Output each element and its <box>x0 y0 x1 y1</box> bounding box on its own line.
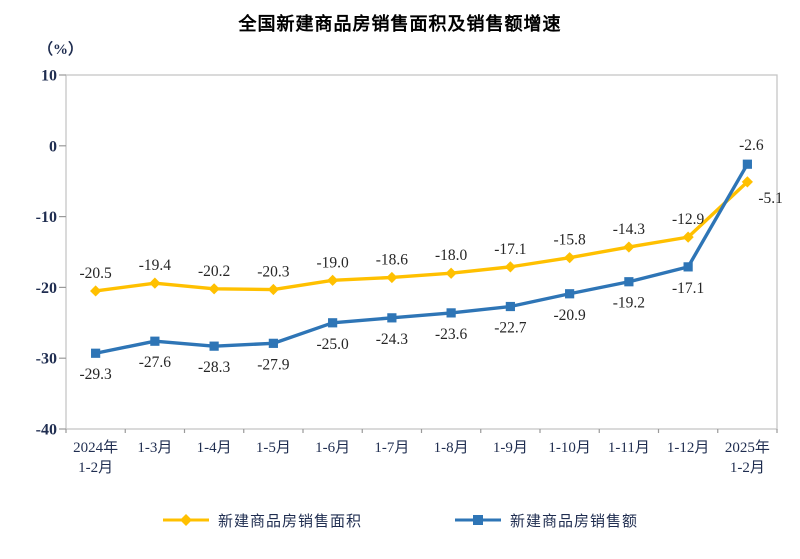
square-marker-icon <box>91 348 101 358</box>
data-point-label: -17.1 <box>672 280 704 297</box>
x-axis-category-label: 2025年 <box>725 439 770 456</box>
data-point-label: -12.9 <box>672 211 705 228</box>
square-marker-icon <box>209 341 219 351</box>
legend-label-sales-area: 新建商品房销售面积 <box>217 513 362 530</box>
diamond-marker-icon <box>90 285 102 297</box>
diamond-marker-icon <box>162 514 209 526</box>
square-marker-icon <box>505 301 515 312</box>
y-axis-tick-label: -40 <box>36 422 57 439</box>
data-point-label: -18.6 <box>376 251 409 268</box>
diamond-marker-icon <box>741 176 753 188</box>
data-point-label: -24.3 <box>376 331 409 348</box>
chart-title: 全国新建商品房销售面积及销售额增速 <box>238 14 562 35</box>
diamond-marker-icon <box>327 274 339 286</box>
y-axis-tick-label: -20 <box>36 280 57 297</box>
diamond-marker-icon <box>267 283 279 296</box>
data-point-label: -2.6 <box>739 137 764 154</box>
series-line-sales-amount <box>93 162 750 355</box>
data-point-label: -18.0 <box>435 247 468 264</box>
legend-label-sales-amount: 新建商品房销售额 <box>510 513 639 530</box>
data-point-label: -25.0 <box>316 336 349 353</box>
square-marker-icon <box>565 289 575 299</box>
diamond-marker-icon <box>386 271 398 284</box>
data-point-label: -27.9 <box>257 356 290 373</box>
diamond-marker-icon <box>564 252 576 264</box>
x-axis-category-label: 1-4月 <box>197 440 232 456</box>
data-point-label: -22.7 <box>494 320 527 337</box>
x-axis-category-label: 1-2月 <box>730 460 765 476</box>
x-axis-category-label: 1-6月 <box>315 440 350 456</box>
x-axis-category-label: 1-10月 <box>548 440 591 456</box>
square-marker-icon <box>268 338 278 348</box>
data-point-label: -20.9 <box>553 307 586 324</box>
square-marker-icon <box>150 336 160 346</box>
diamond-marker-icon <box>504 261 516 273</box>
square-marker-icon <box>387 313 397 323</box>
y-axis-tick-label: -10 <box>36 209 57 226</box>
diamond-marker-icon <box>623 241 635 253</box>
series-line-sales-area <box>93 180 750 293</box>
data-point-label: -17.1 <box>494 241 526 258</box>
data-point-label: -28.3 <box>198 359 231 376</box>
square-marker-icon <box>742 159 752 169</box>
data-point-label: -23.6 <box>435 326 468 343</box>
chart-legend: 新建商品房销售面积 新建商品房销售额 <box>0 505 800 535</box>
data-point-label: -15.8 <box>553 232 586 249</box>
legend-item-sales-area: 新建商品房销售面积 <box>162 510 362 531</box>
square-marker-icon <box>328 318 338 328</box>
x-axis-category-label: 1-5月 <box>256 440 291 456</box>
diamond-marker-icon <box>208 283 220 295</box>
data-point-label: -19.0 <box>316 254 349 271</box>
x-axis-category-label: 1-8月 <box>434 440 469 456</box>
diamond-marker-icon <box>149 277 161 289</box>
y-axis-tick-label: 10 <box>41 68 57 85</box>
square-marker-icon <box>624 277 634 287</box>
y-axis-tick-label: -30 <box>36 351 57 368</box>
data-point-label: -5.1 <box>758 190 783 207</box>
x-axis-category-label: 1-2月 <box>78 460 113 476</box>
legend-item-sales-amount: 新建商品房销售额 <box>454 510 638 531</box>
data-point-label: -19.2 <box>613 295 645 312</box>
diamond-marker-icon <box>445 267 457 279</box>
x-axis-category-label: 1-9月 <box>493 440 528 456</box>
data-point-label: -20.3 <box>257 264 290 281</box>
x-axis-category-label: 2024年 <box>73 439 118 456</box>
data-point-label: -29.3 <box>79 366 112 383</box>
x-axis-category-label: 1-12月 <box>667 440 710 456</box>
data-point-label: -20.5 <box>79 265 112 282</box>
data-point-label: -19.4 <box>139 257 172 274</box>
x-axis-category-label: 1-7月 <box>374 440 409 456</box>
square-marker-icon <box>683 262 693 272</box>
data-point-label: -20.2 <box>198 263 230 280</box>
x-axis-category-label: 1-3月 <box>137 440 172 456</box>
y-axis-unit-label: （%） <box>38 40 83 58</box>
data-point-label: -27.6 <box>139 354 172 371</box>
square-marker-icon <box>446 308 456 318</box>
y-axis-tick-label: 0 <box>49 138 57 155</box>
diamond-marker-icon <box>682 231 694 243</box>
data-point-label: -14.3 <box>613 221 646 238</box>
x-axis-category-label: 1-11月 <box>608 440 650 456</box>
square-marker-icon <box>455 515 501 525</box>
plot-border <box>65 74 778 430</box>
